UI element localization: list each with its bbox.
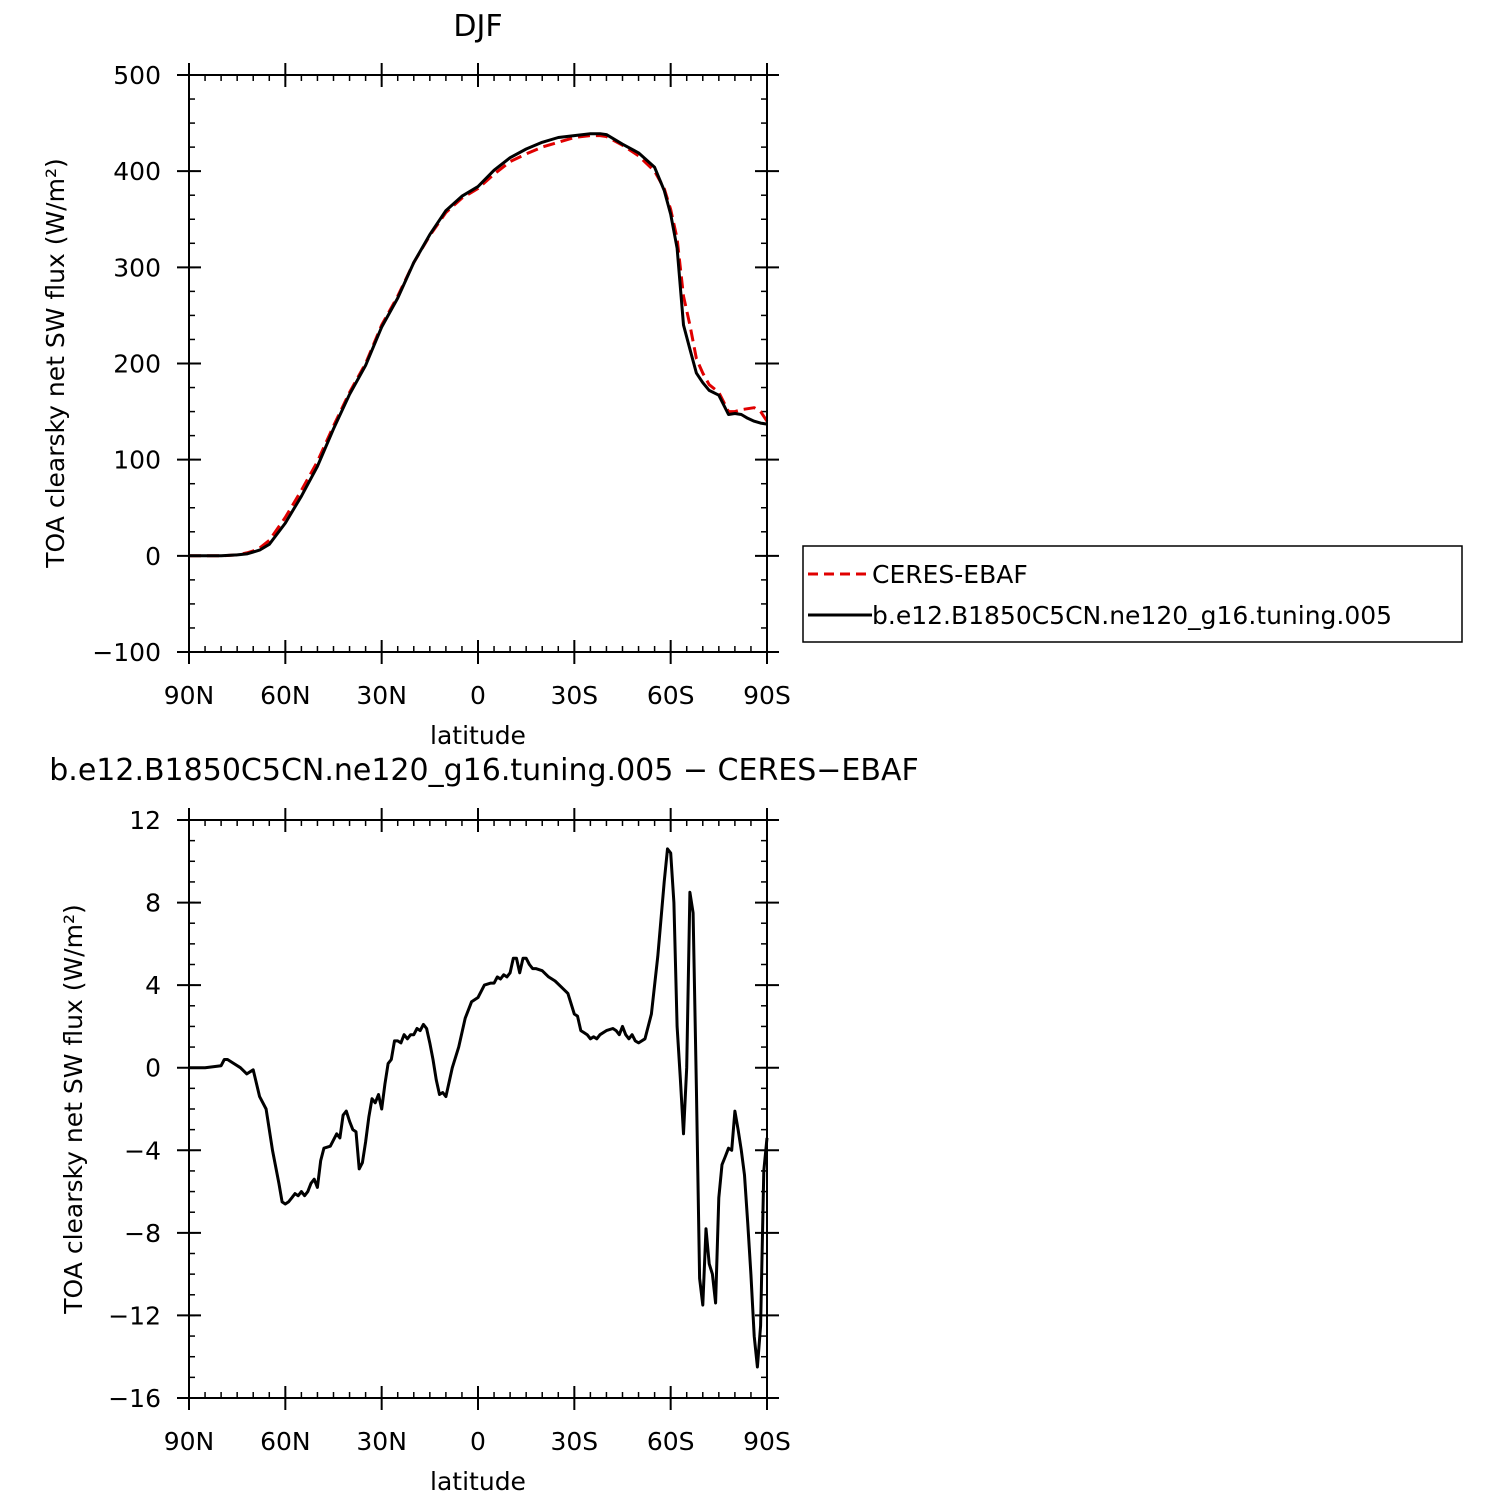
legend-label-model: b.e12.B1850C5CN.ne120_g16.tuning.005 — [872, 601, 1392, 630]
x-tick-label: 60N — [260, 681, 311, 710]
x-tick-label: 30N — [356, 1427, 407, 1456]
bottom-panel-title: b.e12.B1850C5CN.ne120_g16.tuning.005 − C… — [49, 753, 919, 788]
x-tick-label: 30S — [550, 681, 598, 710]
y-tick-label: 500 — [113, 61, 161, 90]
series-line-0 — [189, 847, 769, 1369]
bottom-panel-y-axis-title-text: TOA clearsky net SW flux (W/m²) — [59, 904, 88, 1314]
top-panel-y-axis-title: TOA clearsky net SW flux (W/m²) — [41, 158, 70, 568]
y-tick-label: −8 — [124, 1219, 161, 1248]
x-tick-label: 90N — [164, 681, 215, 710]
top-panel-tick-labels: 90N 60N 30N 0 30S 60S 90S 500 400 300 200 100 0 −100 — [92, 61, 791, 710]
y-tick-label: 0 — [145, 542, 161, 571]
y-tick-label: 0 — [145, 1054, 161, 1083]
x-tick-label: 90N — [164, 1427, 215, 1456]
bottom-panel-series — [189, 847, 769, 1369]
bottom-panel-x-axis-title: latitude — [430, 1467, 526, 1496]
legend-box — [802, 545, 1463, 643]
x-tick-label: 90S — [743, 1427, 791, 1456]
series-line-0 — [189, 134, 769, 558]
y-tick-label: −16 — [108, 1384, 161, 1413]
x-tick-label: 60S — [647, 681, 695, 710]
y-tick-label: 8 — [145, 889, 161, 918]
top-panel-series — [189, 132, 769, 558]
x-tick-label: 60N — [260, 1427, 311, 1456]
x-tick-label: 0 — [470, 681, 486, 710]
y-tick-label: −100 — [92, 638, 161, 667]
top-panel-x-axis-title: latitude — [430, 721, 526, 750]
y-tick-label: 300 — [113, 253, 161, 282]
x-tick-label: 30N — [356, 681, 407, 710]
top-panel-y-axis-title-text: TOA clearsky net SW flux (W/m²) — [41, 158, 70, 568]
y-tick-label: 400 — [113, 157, 161, 186]
bottom-panel-frame — [188, 819, 768, 1399]
y-tick-label: 200 — [113, 350, 161, 379]
top-panel-title: DJF — [453, 9, 502, 44]
top-panel-ticks — [177, 63, 779, 664]
bottom-panel: b.e12.B1850C5CN.ne120_g16.tuning.005 − C… — [49, 753, 919, 1496]
y-tick-label: −12 — [108, 1301, 161, 1330]
top-panel-frame — [188, 74, 768, 653]
y-tick-label: 100 — [113, 446, 161, 475]
y-tick-label: 12 — [129, 806, 161, 835]
x-tick-label: 60S — [647, 1427, 695, 1456]
legend-label-ceres-ebaf: CERES-EBAF — [872, 560, 1028, 589]
y-tick-label: 4 — [145, 971, 161, 1000]
top-panel: DJF TOA clearsky net SW flux (W/m²) lati… — [41, 9, 1463, 750]
x-tick-label: 30S — [550, 1427, 598, 1456]
series-line-1 — [189, 132, 768, 558]
bottom-panel-y-axis-title: TOA clearsky net SW flux (W/m²) — [59, 904, 88, 1314]
x-tick-label: 90S — [743, 681, 791, 710]
bottom-panel-tick-labels: 90N 60N 30N 0 30S 60S 90S 12 8 4 0 −4 −8 −12 −16 — [108, 806, 791, 1456]
legend: CERES-EBAF b.e12.B1850C5CN.ne120_g16.tun… — [802, 545, 1463, 643]
x-tick-label: 0 — [470, 1427, 486, 1456]
y-tick-label: −4 — [124, 1136, 161, 1165]
